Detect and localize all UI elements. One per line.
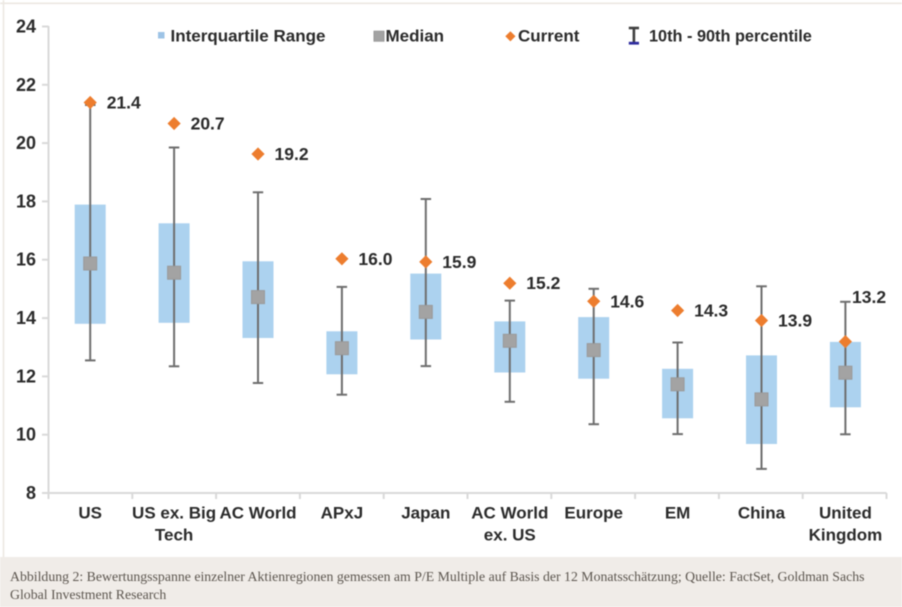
svg-text:22: 22 — [16, 75, 36, 95]
svg-text:20: 20 — [16, 133, 36, 153]
svg-text:15.2: 15.2 — [526, 273, 560, 293]
svg-text:8: 8 — [26, 483, 36, 503]
svg-text:10th - 90th percentile: 10th - 90th percentile — [649, 28, 812, 46]
svg-text:China: China — [738, 504, 786, 523]
svg-text:13.2: 13.2 — [852, 287, 886, 307]
svg-text:AC World: AC World — [219, 504, 296, 523]
svg-text:Tech: Tech — [155, 526, 193, 545]
svg-text:14.3: 14.3 — [694, 301, 728, 321]
svg-text:Interquartile Range: Interquartile Range — [171, 27, 326, 46]
svg-text:APxJ: APxJ — [321, 504, 364, 523]
svg-text:20.7: 20.7 — [191, 114, 225, 134]
svg-text:US: US — [78, 504, 102, 523]
svg-text:Current: Current — [518, 27, 580, 46]
svg-text:Europe: Europe — [564, 504, 623, 523]
svg-text:24: 24 — [16, 17, 36, 37]
svg-text:16.0: 16.0 — [358, 249, 392, 269]
svg-text:15.9: 15.9 — [442, 252, 476, 272]
svg-text:Abbildung 2: Bewertungsspanne: Abbildung 2: Bewertungsspanne einzelner … — [10, 569, 864, 584]
svg-text:14.6: 14.6 — [610, 291, 644, 311]
svg-text:EM: EM — [665, 504, 691, 523]
svg-text:Kingdom: Kingdom — [809, 526, 883, 545]
svg-text:US ex. Big: US ex. Big — [132, 504, 216, 523]
svg-text:18: 18 — [16, 191, 36, 211]
svg-text:ex. US: ex. US — [484, 526, 536, 545]
svg-text:AC World: AC World — [471, 504, 548, 523]
svg-text:United: United — [819, 504, 872, 523]
svg-text:10: 10 — [16, 425, 36, 445]
svg-text:Global Investment Research: Global Investment Research — [10, 587, 166, 602]
svg-text:14: 14 — [16, 308, 36, 328]
svg-text:13.9: 13.9 — [778, 311, 812, 331]
svg-text:12: 12 — [16, 366, 36, 386]
svg-text:Japan: Japan — [401, 504, 450, 523]
svg-text:Median: Median — [386, 27, 445, 46]
svg-text:16: 16 — [16, 250, 36, 270]
svg-text:19.2: 19.2 — [275, 144, 309, 164]
svg-text:21.4: 21.4 — [107, 93, 141, 113]
